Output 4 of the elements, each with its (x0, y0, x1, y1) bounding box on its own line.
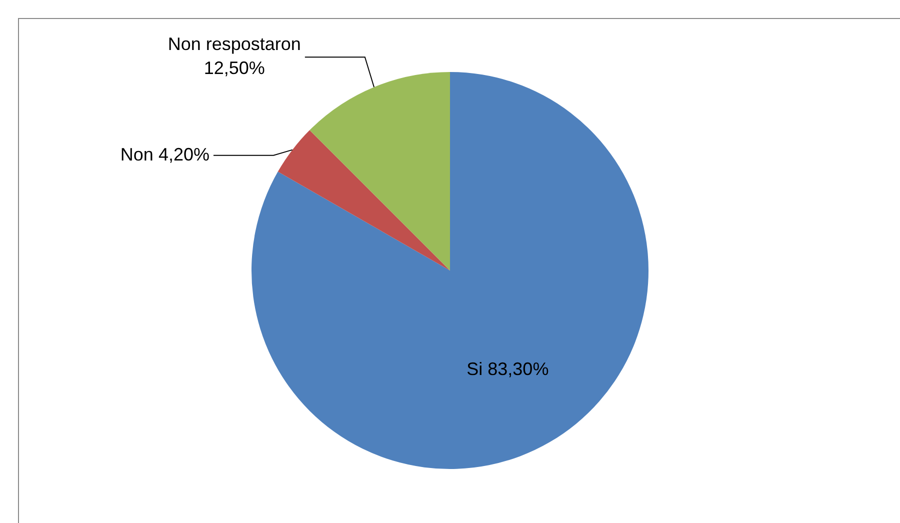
data-label: 12,50% (204, 58, 265, 78)
slice-label: Non respostaron (168, 34, 301, 54)
slice-label: Non 4,20% (120, 144, 210, 164)
slice-label: Si 83,30% (466, 359, 549, 380)
